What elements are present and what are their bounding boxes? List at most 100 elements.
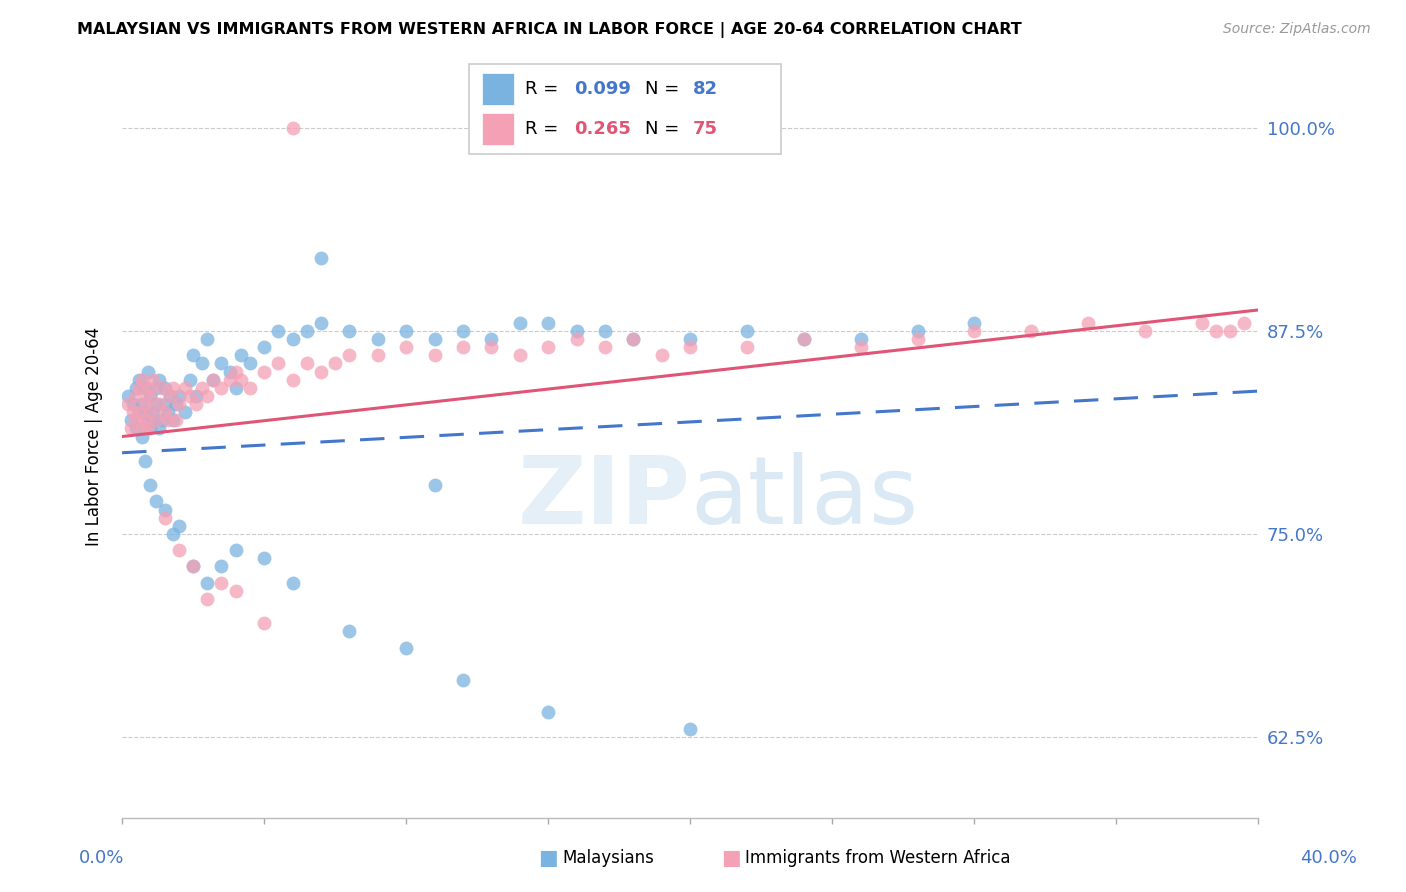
- Point: [128, 373, 150, 387]
- Point: [162, 413, 184, 427]
- Point: [1205, 324, 1227, 338]
- Point: [134, 454, 156, 468]
- Point: [131, 421, 153, 435]
- Point: [162, 527, 184, 541]
- Point: [423, 332, 446, 346]
- Point: [145, 494, 167, 508]
- Point: [156, 413, 179, 427]
- Point: [219, 373, 242, 387]
- Point: [181, 348, 204, 362]
- Point: [509, 316, 531, 330]
- Point: [225, 583, 247, 598]
- Point: [159, 389, 181, 403]
- Point: [156, 405, 179, 419]
- Point: [253, 551, 276, 566]
- Point: [131, 397, 153, 411]
- Text: 82: 82: [693, 79, 717, 97]
- Point: [125, 421, 148, 435]
- Point: [190, 381, 212, 395]
- Point: [195, 591, 218, 606]
- Point: [849, 340, 872, 354]
- Point: [679, 722, 702, 736]
- Point: [395, 324, 418, 338]
- Point: [211, 575, 233, 590]
- Point: [281, 121, 304, 136]
- Point: [907, 324, 929, 338]
- Point: [537, 316, 560, 330]
- Point: [136, 421, 159, 435]
- Point: [153, 381, 176, 395]
- Point: [125, 389, 148, 403]
- Y-axis label: In Labor Force | Age 20-64: In Labor Force | Age 20-64: [86, 327, 103, 546]
- Text: Source: ZipAtlas.com: Source: ZipAtlas.com: [1223, 22, 1371, 37]
- FancyBboxPatch shape: [482, 113, 515, 145]
- Point: [173, 381, 195, 395]
- Point: [323, 357, 346, 371]
- Point: [1233, 316, 1256, 330]
- Point: [201, 373, 224, 387]
- Text: R =: R =: [526, 79, 564, 97]
- Point: [395, 340, 418, 354]
- Point: [451, 340, 474, 354]
- Point: [153, 397, 176, 411]
- Point: [679, 340, 702, 354]
- Point: [148, 373, 170, 387]
- Point: [1133, 324, 1156, 338]
- Point: [125, 381, 148, 395]
- Text: MALAYSIAN VS IMMIGRANTS FROM WESTERN AFRICA IN LABOR FORCE | AGE 20-64 CORRELATI: MALAYSIAN VS IMMIGRANTS FROM WESTERN AFR…: [77, 22, 1022, 38]
- Point: [907, 332, 929, 346]
- Text: 40.0%: 40.0%: [1301, 849, 1357, 867]
- Point: [139, 389, 162, 403]
- Point: [281, 332, 304, 346]
- Point: [134, 397, 156, 411]
- Text: Malaysians: Malaysians: [562, 849, 654, 867]
- Point: [120, 413, 142, 427]
- Point: [136, 413, 159, 427]
- Point: [295, 357, 318, 371]
- Text: 0.099: 0.099: [574, 79, 631, 97]
- Text: N =: N =: [645, 120, 685, 138]
- Point: [225, 365, 247, 379]
- Point: [184, 389, 207, 403]
- Point: [128, 381, 150, 395]
- Point: [136, 381, 159, 395]
- Point: [134, 405, 156, 419]
- Point: [623, 332, 645, 346]
- Point: [267, 324, 290, 338]
- Point: [849, 332, 872, 346]
- Text: 75: 75: [693, 120, 717, 138]
- Point: [337, 324, 360, 338]
- Point: [145, 397, 167, 411]
- Point: [179, 389, 201, 403]
- Text: Immigrants from Western Africa: Immigrants from Western Africa: [745, 849, 1011, 867]
- Point: [167, 518, 190, 533]
- Point: [142, 413, 165, 427]
- Point: [159, 389, 181, 403]
- Point: [167, 389, 190, 403]
- Point: [167, 397, 190, 411]
- Point: [565, 332, 588, 346]
- Point: [148, 397, 170, 411]
- Point: [337, 624, 360, 639]
- Point: [367, 348, 389, 362]
- Point: [211, 381, 233, 395]
- Point: [593, 340, 616, 354]
- Text: ZIP: ZIP: [517, 451, 690, 543]
- Point: [1191, 316, 1213, 330]
- Point: [201, 373, 224, 387]
- Point: [165, 413, 187, 427]
- Point: [423, 348, 446, 362]
- Text: atlas: atlas: [690, 451, 918, 543]
- Point: [117, 389, 139, 403]
- Text: 0.265: 0.265: [574, 120, 631, 138]
- Point: [963, 316, 986, 330]
- Point: [153, 502, 176, 516]
- Point: [735, 324, 758, 338]
- Point: [479, 340, 502, 354]
- Point: [281, 575, 304, 590]
- Point: [239, 381, 262, 395]
- Point: [679, 332, 702, 346]
- FancyBboxPatch shape: [468, 64, 782, 154]
- Point: [253, 365, 276, 379]
- Point: [142, 373, 165, 387]
